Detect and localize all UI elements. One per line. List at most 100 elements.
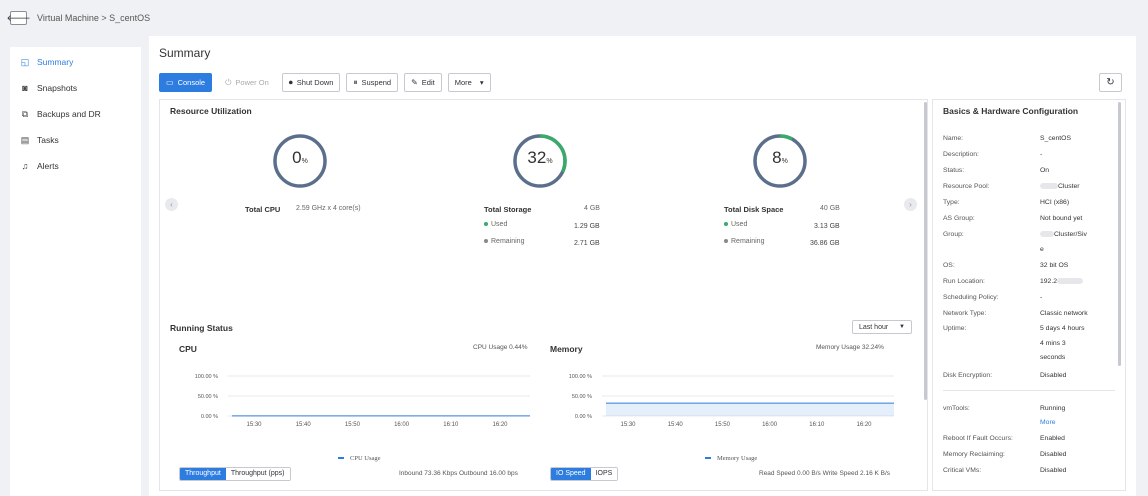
disk-used-label: Used [724,221,747,228]
network-tabs: Throughput Throughput (pps) [179,467,291,481]
sidebar-item-alerts[interactable]: ♫ Alerts [10,153,141,179]
y-tick-label: 0.00 % [575,414,592,420]
memrec-value: Disabled [1040,451,1067,458]
sidebar-item-backups[interactable]: ⧉ Backups and DR [10,101,141,127]
storage-used: 1.29 GB [574,223,600,230]
memory-chart-title: Memory [550,344,583,354]
y-tick-label: 100.00 % [569,374,592,380]
uptime-value-3: seconds [1040,354,1066,361]
run-location-value: 192.2 [1040,278,1084,285]
more-label: More [454,78,472,87]
tab-io-speed[interactable]: IO Speed [551,468,591,480]
divider [943,390,1115,391]
sidebar-item-snapshots[interactable]: ◙ Snapshots [10,75,141,101]
breadcrumb: Virtual Machine > S_centOS [37,13,151,23]
status-key: Status: [943,167,965,174]
x-tick-label: 16:10 [443,422,459,428]
tab-throughput[interactable]: Throughput [180,468,226,480]
suspend-button[interactable]: ⏸ Suspend [346,73,399,92]
chevron-left-icon: ‹ [170,200,173,209]
power-on-button[interactable]: ⏻ Power On [218,73,276,92]
disk-remaining-label: Remaining [724,238,764,245]
scheduling-key: Scheduling Policy: [943,294,999,301]
pause-icon: ⏸ [353,77,358,87]
x-tick-label: 16:00 [394,422,410,428]
status-value: On [1040,167,1050,174]
tasks-icon: ▤ [20,134,30,145]
storage-total: 4 GB [584,205,600,212]
cpu-chart: 100.00 % 50.00 % 0.00 % 15:30 15:40 15:50 16:0… [195,374,530,428]
encryption-value: Disabled [1040,372,1067,379]
edit-label: Edit [421,78,435,87]
console-label: Console [177,78,206,87]
storage-remaining-label: Remaining [484,238,524,245]
pencil-icon: ✎ [411,78,418,87]
description-value: - [1040,151,1043,158]
sidebar-item-label: Alerts [37,161,59,171]
y-tick-label: 50.00 % [572,394,592,400]
sidebar-item-label: Snapshots [37,83,78,93]
sidebar-item-tasks[interactable]: ▤ Tasks [10,127,141,153]
storage-label: Total Storage [484,205,532,214]
bell-icon: ♫ [21,161,29,171]
group-value-cont: e [1040,246,1044,253]
resource-panel: Resource Utilization ‹ › 0% Total CPU 2.… [159,99,928,491]
disk-used: 3.13 GB [814,223,840,230]
reboot-value: Enabled [1040,435,1065,442]
next-arrow[interactable]: › [904,198,917,211]
sidebar: ◱ Summary ◙ Snapshots ⧉ Backups and DR ▤… [10,47,141,496]
storage-ring [513,134,567,188]
time-range-select[interactable]: Last hour ▼ [852,320,912,334]
memory-chart: 100.00 % 50.00 % 0.00 % 15:30 15:40 15:50 16:0… [569,374,894,428]
reboot-key: Reboot If Fault Occurs: [943,435,1013,442]
description-key: Description: [943,151,979,158]
main-content: Summary ▭ Console ⏻ Power On ⏺ Shut Down ⏸ S… [149,36,1136,496]
tab-throughput-pps[interactable]: Throughput (pps) [225,468,290,480]
series-area [606,403,894,416]
more-button[interactable]: More ▾ [447,73,491,92]
x-tick-label: 16:00 [762,422,778,428]
encryption-key: Disk Encryption: [943,372,993,379]
storage-remaining: 2.71 GB [574,240,600,247]
sidebar-item-summary[interactable]: ◱ Summary [10,49,141,75]
cpu-ring [273,134,327,188]
cpu-percent: 0% [292,148,308,167]
vmtools-value: Running [1040,405,1066,412]
prev-arrow[interactable]: ‹ [165,198,178,211]
name-value: S_centOS [1040,135,1071,142]
edit-button[interactable]: ✎ Edit [404,73,442,92]
disk-total: 40 GB [820,205,840,212]
vmtools-more-link[interactable]: More [1040,419,1056,426]
refresh-button[interactable]: ↻ [1099,73,1122,92]
refresh-icon: ↻ [1106,77,1115,88]
cpu-legend: CPU Usage [338,455,381,462]
legend-swatch [705,457,711,460]
sidebar-item-label: Tasks [37,135,59,145]
scrollbar[interactable] [1118,102,1121,366]
shut-down-button[interactable]: ⏺ Shut Down [281,73,341,92]
resource-title: Resource Utilization [170,106,252,116]
uptime-key: Uptime: [943,325,967,332]
x-tick-label: 15:30 [246,422,262,428]
disk-ring [753,134,807,188]
memrec-key: Memory Reclaiming: [943,451,1005,458]
os-value: 32 bit OS [1040,262,1069,269]
snapshot-icon: ◙ [22,83,28,93]
network-key: Network Type: [943,310,987,317]
x-tick-label: 16:20 [856,422,872,428]
cpu-label: Total CPU [245,205,281,214]
scrollbar[interactable] [924,102,927,400]
sidebar-item-label: Summary [37,57,74,67]
legend-swatch [338,457,344,460]
disk-percent: 8% [772,148,788,167]
back-button[interactable]: 🡐 [6,11,31,25]
io-stats: Read Speed 0.00 B/s Write Speed 2.16 K B… [759,470,891,477]
console-button[interactable]: ▭ Console [159,73,213,92]
tab-iops[interactable]: IOPS [590,468,618,480]
y-tick-label: 100.00 % [195,374,218,380]
power-on-label: Power On [235,78,269,87]
page-title: Summary [159,46,211,60]
storage-used-label: Used [484,221,507,228]
summary-icon: ◱ [20,56,30,67]
x-tick-label: 16:20 [492,422,508,428]
